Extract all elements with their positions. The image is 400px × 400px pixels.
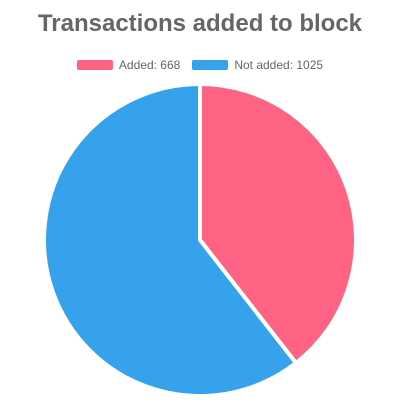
legend-label-not-added: Not added: 1025 [234,58,324,72]
pie-slices [41,82,358,398]
pie-slice-added[interactable] [198,82,358,365]
legend-label-added: Added: 668 [118,58,181,72]
legend-item-added[interactable]: Added: 668 [76,58,181,72]
legend-swatch-not-added [192,60,229,70]
chart-title: Transactions added to block [37,10,363,37]
legend-item-not-added[interactable]: Not added: 1025 [192,58,323,72]
chart-legend: Added: 668 Not added: 1025 [0,57,400,73]
legend-swatch-added [76,60,113,70]
pie-slice-not-added[interactable] [41,82,298,398]
